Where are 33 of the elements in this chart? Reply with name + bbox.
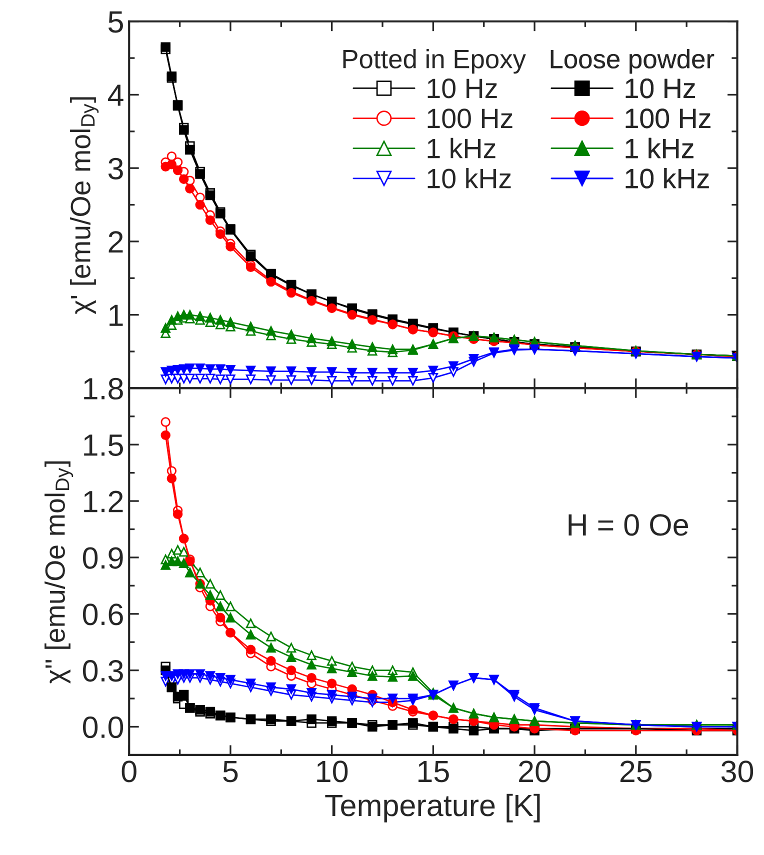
x-tick-label: 15 — [418, 760, 449, 782]
x-tick-label: 20 — [519, 760, 550, 782]
legend-label: 10 Hz — [626, 78, 695, 98]
y-tick-label: 5 — [108, 11, 123, 33]
legend-label: 10 kHz — [428, 168, 511, 188]
y-tick-label: 1.2 — [84, 490, 123, 512]
y-tick-label: 0.3 — [82, 660, 123, 682]
legend-label: 100 Hz — [428, 108, 512, 128]
annotation: H = 0 Oe — [568, 514, 688, 536]
legend-label: 1 kHz — [428, 138, 496, 158]
y-tick-label: 1.5 — [84, 434, 123, 456]
x-tick-label: 5 — [223, 760, 238, 782]
x-tick-label: 10 — [317, 760, 348, 782]
y-axis-title: χ' [emu/Oe mol$_{Dy}$] — [70, 97, 99, 314]
y-tick-label: 3 — [108, 158, 123, 180]
y-axis-title: χ'' [emu/Oe mol$_{Dy}$] — [44, 461, 74, 684]
legend-label: 10 kHz — [626, 168, 709, 188]
x-axis-title: Temperature [K] — [325, 794, 540, 822]
y-tick-label: 4 — [108, 84, 124, 106]
x-tick-label: 0 — [122, 760, 136, 782]
y-tick-label: 1 — [110, 304, 123, 326]
y-tick-label: 0.6 — [82, 604, 123, 626]
legend-label: 1 kHz — [626, 138, 694, 158]
y-tick-label: 2 — [108, 231, 123, 253]
text: Loose powder — [550, 49, 714, 74]
y-tick-label: 0.0 — [82, 716, 124, 738]
x-tick-label: 25 — [620, 760, 652, 782]
text: Potted in Epoxy — [343, 49, 526, 74]
x-tick-label: 30 — [721, 760, 754, 782]
y-tick-label: 1.8 — [84, 378, 123, 400]
y-tick-label: 0.9 — [82, 547, 123, 569]
legend-label: 100 Hz — [626, 108, 710, 128]
legend-label: 10 Hz — [428, 78, 497, 98]
